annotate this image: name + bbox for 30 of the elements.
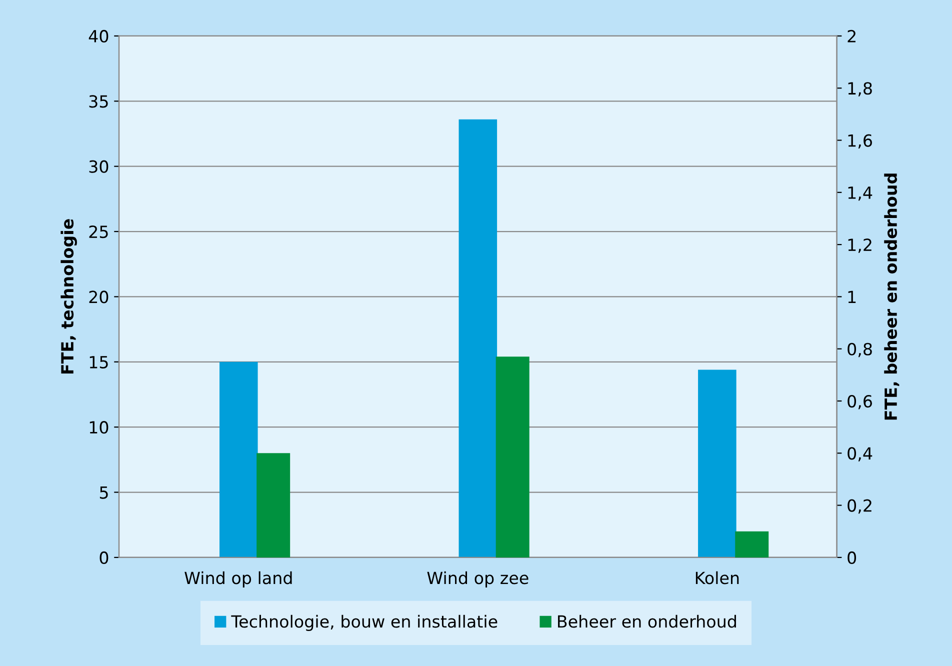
bar <box>458 119 498 558</box>
y2-tick-label: 1 <box>848 290 856 304</box>
y2-tick-label: 0,2 <box>848 499 872 514</box>
y2-tick-label: 2 <box>848 30 856 42</box>
y-tick-label: 15 <box>90 356 108 368</box>
y-tick-label: 30 <box>89 160 108 173</box>
legend-label: Technologie, bouw en installatie <box>231 614 498 632</box>
x-tick-label: Kolen <box>696 571 739 584</box>
bar <box>698 370 736 558</box>
y-tick-label: 35 <box>89 95 108 108</box>
y2-tick-label: 1,6 <box>848 134 872 149</box>
y-tick-label: 10 <box>90 421 108 434</box>
y2-tick-label: 1,2 <box>848 238 872 253</box>
x-tick-label: Wind op zee <box>427 571 528 588</box>
y2-tick-label: 1,4 <box>848 186 872 201</box>
y-tick-label: 0 <box>100 551 108 564</box>
y-tick-label: 40 <box>88 30 108 43</box>
legend-label: Beheer en onderhoud <box>558 614 736 628</box>
y2-tick-label: 1,8 <box>848 82 872 96</box>
y-tick-label: 20 <box>89 290 108 304</box>
x-tick-label: Wind op land <box>184 571 292 588</box>
y-tick-label: 25 <box>89 225 108 238</box>
y2-tick-label: 0,6 <box>848 394 872 410</box>
y2-tick-label: 0,8 <box>848 342 872 358</box>
y-tick-label: 5 <box>100 486 108 499</box>
y2-axis-title: FTE, beheer en onderhoud <box>884 174 900 420</box>
bar <box>735 531 769 558</box>
y2-tick-label: 0 <box>848 551 856 564</box>
y2-tick-label: 0,4 <box>848 447 872 462</box>
y-axis-title: FTE, technologie <box>60 219 77 374</box>
